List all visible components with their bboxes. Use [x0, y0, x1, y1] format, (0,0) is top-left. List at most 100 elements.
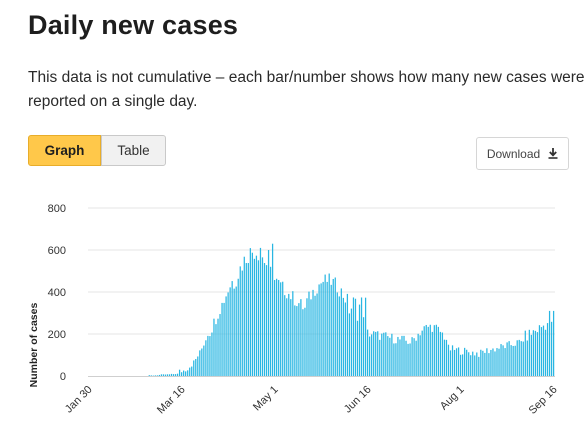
bar — [385, 332, 387, 376]
bar — [407, 343, 409, 376]
bar — [148, 375, 150, 376]
bar — [181, 372, 183, 376]
bar — [381, 333, 383, 376]
bar — [356, 320, 359, 376]
bar — [316, 293, 318, 376]
bar — [253, 258, 256, 376]
bar — [360, 297, 363, 376]
bar — [512, 345, 514, 376]
bar — [538, 325, 541, 376]
bar — [377, 331, 379, 376]
bar — [534, 330, 537, 376]
bar — [344, 302, 346, 376]
bar — [251, 252, 253, 376]
bar — [522, 341, 524, 376]
bar — [393, 343, 395, 376]
bar — [419, 335, 421, 376]
bar — [219, 314, 221, 376]
download-label: Download — [486, 146, 541, 161]
bar — [320, 283, 322, 376]
bar — [441, 332, 444, 376]
bar — [280, 282, 282, 376]
bar — [191, 366, 193, 376]
bar — [278, 280, 280, 376]
bar — [269, 266, 272, 376]
bar — [154, 375, 156, 376]
bar — [150, 375, 152, 376]
bar — [449, 350, 452, 376]
bar — [207, 335, 209, 376]
table-tab-button[interactable]: Table — [101, 135, 166, 166]
bar — [439, 331, 442, 376]
bar — [237, 278, 239, 376]
bar — [267, 250, 270, 376]
bar — [300, 299, 302, 376]
bar — [306, 298, 308, 376]
bar — [453, 349, 456, 376]
bar — [488, 353, 490, 376]
x-axis-ticks: Jan 30 Mar 16 May 1 Jun 16 Aug 1 Sep 16 — [63, 384, 560, 417]
bar — [478, 356, 480, 376]
bar — [508, 341, 510, 376]
bar — [298, 303, 300, 376]
bar — [334, 277, 336, 376]
bar — [417, 333, 419, 376]
bar — [276, 278, 278, 376]
bar — [221, 302, 223, 376]
bar — [482, 350, 484, 376]
bar — [375, 331, 377, 376]
bar — [158, 374, 161, 376]
bar — [187, 370, 189, 376]
bar — [504, 348, 506, 376]
bar — [243, 256, 245, 376]
bar — [239, 266, 241, 376]
bar — [318, 284, 320, 376]
bar — [366, 329, 369, 376]
bar — [484, 352, 486, 376]
bar — [197, 356, 199, 376]
bar — [328, 273, 330, 376]
bar — [520, 341, 522, 376]
bar — [532, 330, 535, 376]
bar — [462, 354, 464, 376]
y-tick-label: 600 — [48, 245, 66, 257]
bar — [338, 296, 340, 376]
bar — [397, 336, 399, 376]
bar — [429, 324, 431, 376]
y-axis-label: Number of cases — [28, 303, 40, 388]
y-tick-label: 0 — [60, 371, 66, 383]
bar — [342, 297, 344, 376]
bar — [193, 360, 195, 376]
bar — [296, 306, 298, 376]
download-button[interactable]: Download — [476, 137, 569, 170]
bar — [502, 345, 504, 376]
x-tick-label: Jan 30 — [63, 384, 95, 416]
bar — [271, 243, 274, 376]
bar — [308, 291, 310, 376]
bar — [389, 337, 391, 376]
bar — [354, 298, 357, 376]
bar — [168, 374, 171, 376]
bar — [211, 332, 213, 376]
y-tick-label: 400 — [48, 287, 66, 299]
bar — [405, 340, 407, 376]
bar — [411, 337, 413, 376]
bar — [516, 340, 518, 376]
bar — [369, 336, 371, 376]
bar — [391, 333, 393, 376]
bar — [235, 286, 237, 376]
bar — [530, 334, 532, 376]
bar — [552, 310, 555, 376]
bar — [199, 350, 201, 376]
bar — [288, 293, 290, 376]
graph-tab-button[interactable]: Graph — [28, 135, 101, 166]
bar — [183, 370, 185, 376]
bar — [326, 281, 328, 376]
y-axis-ticks: 0 200 400 600 800 — [48, 203, 66, 383]
bar — [443, 339, 446, 376]
bar — [255, 255, 258, 376]
bar — [544, 329, 547, 376]
bar — [290, 299, 292, 376]
x-tick-label: Sep 16 — [527, 384, 560, 417]
bar — [340, 288, 342, 376]
